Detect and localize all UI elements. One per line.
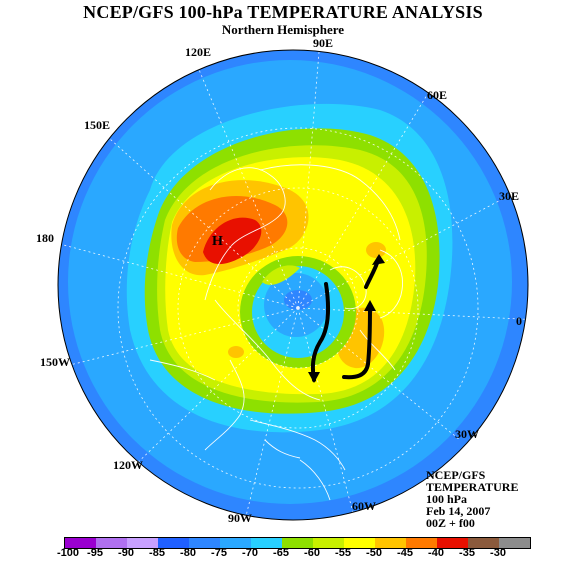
- info-date: Feb 14, 2007: [426, 504, 491, 518]
- map-subtitle: Northern Hemisphere: [221, 22, 345, 37]
- info-time: 00Z + f00: [426, 516, 475, 530]
- colorbar-cell: [127, 538, 158, 548]
- colorbar-label: -45: [397, 547, 413, 559]
- colorbar-cell: [220, 538, 251, 548]
- lon-label-60e: 60E: [427, 88, 448, 102]
- lon-label-0: 0: [516, 314, 522, 328]
- analysis-info: NCEP/GFS TEMPERATURE 100 hPa Feb 14, 200…: [426, 469, 518, 529]
- colorbar-label: -90: [118, 547, 134, 559]
- colorbar-cell: [96, 538, 127, 548]
- colorbar-cell: [375, 538, 406, 548]
- colorbar-label: -40: [428, 547, 444, 559]
- colorbar-label: -60: [304, 547, 320, 559]
- info-variable: TEMPERATURE: [426, 480, 519, 494]
- lon-label-30w: 30W: [455, 427, 479, 441]
- lon-label-90w: 90W: [228, 511, 252, 525]
- map-title: NCEP/GFS 100-hPa TEMPERATURE ANALYSIS: [83, 2, 483, 22]
- colorbar-label: -35: [459, 547, 475, 559]
- colorbar-cell: [158, 538, 189, 548]
- colorbar-cell: [468, 538, 499, 548]
- colorbar-cell: [437, 538, 468, 548]
- colorbar-label: -30: [490, 547, 506, 559]
- lon-label-150w: 150W: [40, 355, 70, 369]
- colorbar-label: -50: [366, 547, 382, 559]
- temperature-colorbar: [64, 537, 531, 549]
- colorbar-label: -85: [149, 547, 165, 559]
- colorbar-label: -80: [180, 547, 196, 559]
- colorbar-label: -65: [273, 547, 289, 559]
- lon-label-60w: 60W: [352, 499, 376, 513]
- colorbar-cell: [251, 538, 282, 548]
- lon-label-90e: 90E: [313, 36, 334, 50]
- colorbar-cell: [499, 538, 530, 548]
- lon-label-120e: 120E: [185, 45, 212, 59]
- lon-label-150e: 150E: [84, 118, 111, 132]
- colorbar-label: -95: [87, 547, 103, 559]
- colorbar-label: -100: [56, 547, 80, 559]
- colorbar-cell: [65, 538, 96, 548]
- lon-label-30e: 30E: [499, 189, 520, 203]
- colorbar-cell: [282, 538, 313, 548]
- lon-label-180: 180: [36, 231, 54, 245]
- info-level: 100 hPa: [426, 492, 468, 506]
- high-pressure-marker: H: [212, 234, 223, 249]
- lon-label-120w: 120W: [113, 458, 143, 472]
- colorbar-cell: [189, 538, 220, 548]
- colorbar-label: -75: [211, 547, 227, 559]
- colorbar-label: -55: [335, 547, 351, 559]
- colorbar-label: -70: [242, 547, 258, 559]
- colorbar-cell: [406, 538, 437, 548]
- info-model: NCEP/GFS: [426, 468, 486, 482]
- colorbar-cell: [344, 538, 375, 548]
- colorbar-cell: [313, 538, 344, 548]
